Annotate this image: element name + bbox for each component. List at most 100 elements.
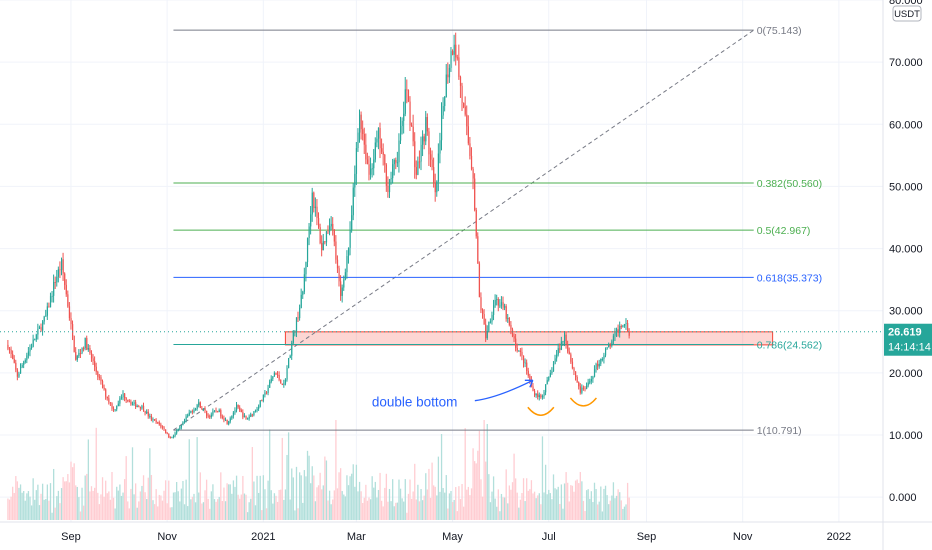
- volume-bar: [360, 491, 362, 520]
- price-axis[interactable]: 80.000 70.000 60.000 50.000 40.000 30.000 20.0…: [882, 0, 923, 550]
- volume-bar: [612, 482, 615, 520]
- candle-body: [68, 306, 71, 319]
- volume-bar: [387, 501, 389, 520]
- volume-bar: [500, 493, 503, 520]
- volume-bar: [354, 486, 356, 520]
- candle-body: [103, 387, 105, 390]
- candle-body: [191, 411, 194, 413]
- chart-annotations[interactable]: double bottom: [372, 379, 597, 416]
- currency-badge[interactable]: USDT: [892, 5, 922, 22]
- candle-body: [228, 421, 230, 425]
- candle-body: [60, 259, 63, 271]
- candle-body: [291, 342, 293, 356]
- volume-bar: [524, 501, 526, 520]
- volume-bar: [160, 495, 162, 520]
- volume-bar: [163, 490, 165, 520]
- volume-bar: [392, 479, 394, 520]
- candle-body: [300, 294, 302, 308]
- candle-body: [125, 397, 127, 400]
- candle-body: [359, 114, 361, 133]
- time-tick-label: Nov: [733, 531, 753, 543]
- volume-bar: [533, 491, 536, 520]
- volume-bar: [352, 464, 354, 520]
- volume-bar: [576, 479, 578, 520]
- volume-bar: [508, 485, 511, 520]
- volume-bar: [390, 501, 392, 520]
- volume-bar: [275, 495, 277, 520]
- candle-body: [381, 148, 383, 152]
- volume-bar: [499, 511, 501, 520]
- volume-bar: [328, 490, 331, 520]
- resistance-zone-rect[interactable]: [284, 331, 774, 346]
- volume-bar: [16, 481, 19, 520]
- candle-body: [265, 392, 268, 394]
- candle-body: [229, 418, 231, 422]
- volume-bar: [149, 448, 151, 520]
- volume-bar: [431, 462, 433, 520]
- volume-bar: [425, 473, 427, 520]
- candle-body: [600, 359, 602, 364]
- candle-body: [582, 387, 585, 389]
- candle-body: [567, 343, 569, 352]
- candle-body: [196, 405, 198, 409]
- candle-body: [603, 355, 605, 359]
- candle-body: [254, 410, 257, 412]
- candle-body: [340, 281, 342, 296]
- volume-bar: [377, 489, 380, 520]
- volume-bar: [272, 503, 274, 520]
- candle-body: [169, 437, 171, 439]
- volume-bar: [10, 496, 12, 520]
- volume-bar: [103, 496, 105, 520]
- volume-bar: [147, 477, 149, 520]
- volume-bar: [357, 491, 359, 520]
- candle-body: [571, 361, 574, 369]
- volume-bar: [191, 496, 194, 520]
- volume-bar: [595, 489, 597, 520]
- volume-bar: [522, 478, 525, 520]
- candle-body: [601, 358, 604, 360]
- volume-bar: [614, 498, 616, 520]
- candle-body: [491, 314, 493, 322]
- candle-body: [351, 215, 353, 231]
- candle-body: [56, 276, 58, 283]
- candle-body: [202, 409, 205, 411]
- price-tick-label: 20.000: [889, 368, 923, 380]
- volume-bar: [234, 486, 236, 520]
- fibonacci-retracement[interactable]: 0(75.143) 0.382(50.560) 0.5(42.967) 0.618(3…: [173, 25, 822, 437]
- candle-body: [34, 339, 36, 341]
- volume-bar: [70, 461, 72, 520]
- volume-bar: [119, 484, 121, 520]
- volume-bar: [494, 498, 496, 520]
- candle-body: [15, 362, 17, 370]
- resistance-zone[interactable]: [284, 331, 774, 346]
- candle-body: [90, 353, 93, 359]
- volume-bar: [571, 485, 574, 520]
- volume-bar: [519, 499, 522, 520]
- candle-body: [261, 400, 263, 402]
- time-axis[interactable]: Sep Nov 2021 Mar May Jul Sep Nov 2022: [0, 521, 932, 543]
- volume-bar: [456, 511, 458, 520]
- candle-body: [573, 368, 575, 372]
- candle-body: [198, 402, 200, 406]
- currency-badge-label: USDT: [894, 9, 920, 20]
- currency-badge-box[interactable]: [892, 5, 922, 22]
- volume-bar: [592, 502, 594, 520]
- fib-level-label: 0.5(42.967): [757, 225, 811, 237]
- candle-body: [35, 334, 37, 340]
- candle-body: [94, 360, 96, 367]
- candle-body: [377, 128, 380, 139]
- candle-body: [609, 345, 611, 347]
- volume-bar: [51, 512, 53, 520]
- candle-body: [494, 300, 496, 306]
- double-bottom-label[interactable]: double bottom: [372, 395, 458, 410]
- candle-body: [138, 406, 140, 408]
- volume-bar: [38, 505, 41, 520]
- volume-bar: [122, 492, 124, 520]
- time-tick-label: Sep: [61, 531, 81, 543]
- candle-body: [26, 355, 28, 361]
- volume-bar: [343, 494, 345, 520]
- volume-bar: [380, 500, 383, 520]
- volume-bar: [515, 478, 517, 520]
- fib-level-label: 0(75.143): [757, 25, 802, 37]
